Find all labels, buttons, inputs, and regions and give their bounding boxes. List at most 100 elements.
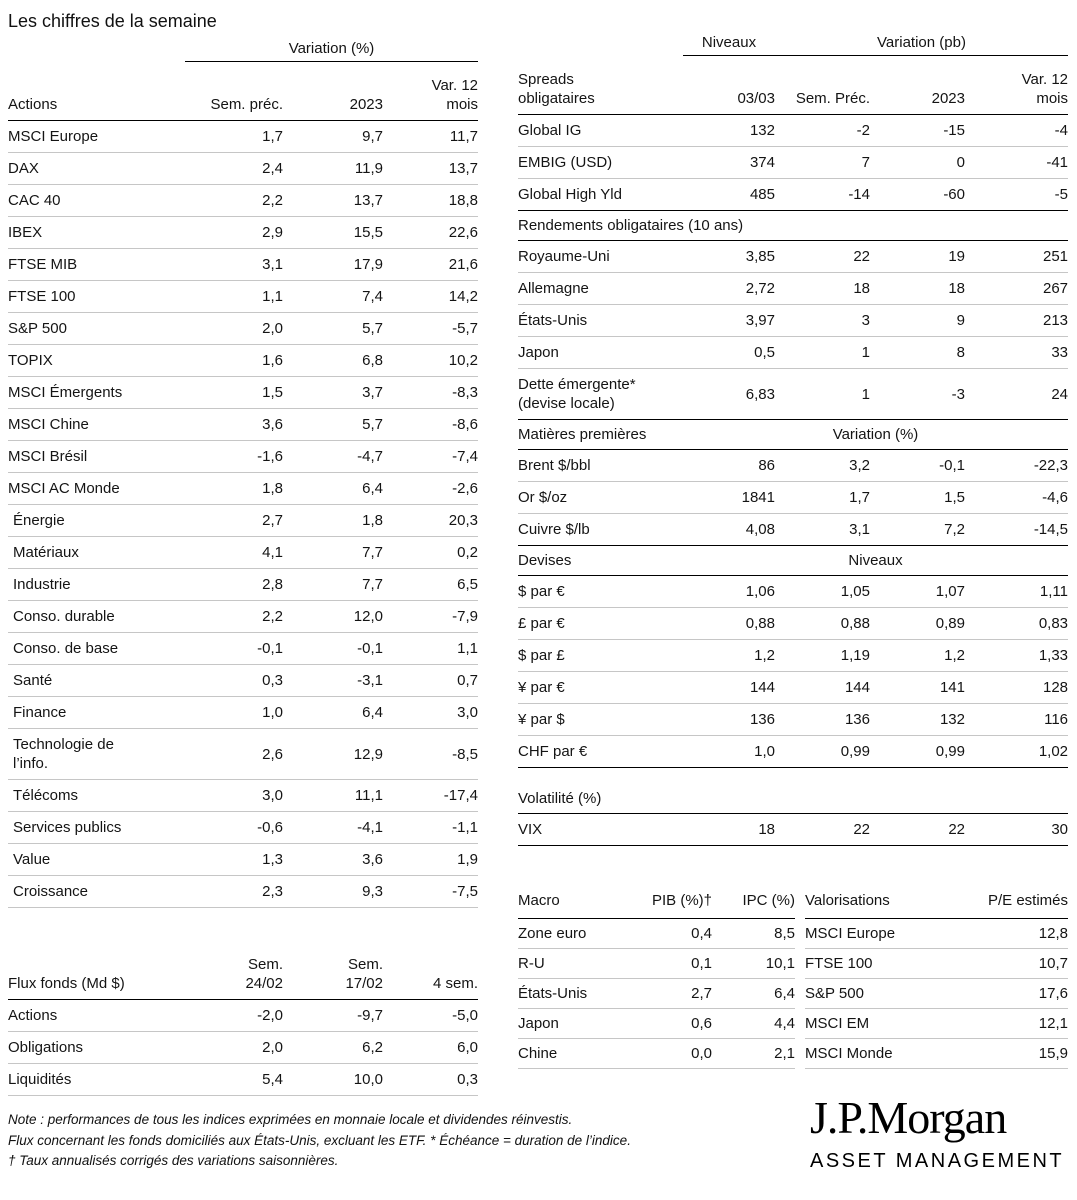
table-row: $ par £1,2 1,19 1,2 1,33 [518, 639, 1069, 672]
row-value: 22 [870, 813, 965, 846]
row-value: 7,2 [870, 513, 965, 546]
table-row: DAX 2,4 11,9 13,7 [8, 152, 478, 185]
market-table: Niveaux Variation (pb) Spreads obligatai… [518, 30, 1069, 846]
row-value: -0,1 [283, 632, 383, 665]
table-row: Or $/oz 1841 1,7 1,5 -4,6 [518, 481, 1069, 514]
row-label: Brent $/bbl [518, 449, 683, 482]
row-label: Value [8, 843, 185, 876]
fund-flows-table: Flux fonds (Md $) Sem. 24/02 Sem. 17/02 … [8, 941, 478, 1096]
table-row: Global IG 132 -2 -15 -4 [518, 114, 1069, 147]
market-group-header-row: Niveaux Variation (pb) [518, 30, 1069, 56]
row-value: 0,3 [383, 1063, 478, 1096]
table-row: Industrie 2,8 7,7 6,5 [8, 568, 478, 601]
row-value: 12,0 [283, 600, 383, 633]
actions-group-header-row: Variation (%) [8, 36, 478, 62]
row-value: 0,3 [185, 664, 283, 697]
row-value: 8,5 [712, 918, 795, 949]
row-label: FTSE MIB [8, 248, 185, 281]
row-value: 11,9 [283, 152, 383, 185]
row-value: 0,7 [383, 664, 478, 697]
row-value: 2,9 [185, 216, 283, 249]
section-title: Volatilité (%) [518, 767, 1069, 814]
row-value: -5,7 [383, 312, 478, 345]
table-row: MSCI Europe 12,8 [805, 918, 1068, 949]
row-label: DAX [8, 152, 185, 185]
row-label: Global IG [518, 114, 683, 147]
table-row: MSCI Chine 3,6 5,7 -8,6 [8, 408, 478, 441]
row-value: 1,7 [775, 481, 870, 514]
row-value: 7,7 [283, 536, 383, 569]
note-line: Flux concernant les fonds domiciliés aux… [8, 1132, 631, 1148]
row-value: 6,2 [283, 1031, 383, 1064]
flux-column-header-row: Flux fonds (Md $) Sem. 24/02 Sem. 17/02 … [8, 941, 478, 1000]
row-value: 0,0 [640, 1038, 712, 1069]
row-value: -15 [870, 114, 965, 147]
table-row: ¥ par $136 136 132 116 [518, 703, 1069, 736]
col-header-2023: 2023 [283, 61, 383, 121]
row-value: -5,0 [383, 999, 478, 1032]
row-value: 1,11 [965, 575, 1069, 608]
table-row: États-Unis 3,97 3 9 213 [518, 304, 1069, 337]
row-value: 6,4 [283, 472, 383, 505]
row-value: 1,19 [775, 639, 870, 672]
row-label: TOPIX [8, 344, 185, 377]
row-label: S&P 500 [8, 312, 185, 345]
row-value: 1,0 [683, 735, 775, 768]
row-label: Industrie [8, 568, 185, 601]
row-value: 8 [870, 336, 965, 369]
row-value: 2,2 [185, 600, 283, 633]
table-row: MSCI Monde 15,9 [805, 1038, 1068, 1069]
table-row: Conso. de base -0,1 -0,1 1,1 [8, 632, 478, 665]
row-label: MSCI Brésil [8, 440, 185, 473]
row-value: 0 [870, 146, 965, 179]
row-value: 141 [870, 671, 965, 704]
row-value: 3,1 [185, 248, 283, 281]
row-label: Japon [518, 336, 683, 369]
row-label: Conso. de base [8, 632, 185, 665]
table-row: Chine 0,0 2,1 [518, 1038, 795, 1069]
row-value: 3,0 [185, 779, 283, 812]
row-label: FTSE 100 [805, 948, 940, 979]
table-row: MSCI Émergents 1,5 3,7 -8,3 [8, 376, 478, 409]
row-value: 132 [683, 114, 775, 147]
row-value: 267 [965, 272, 1069, 305]
row-value: -4,1 [283, 811, 383, 844]
table-row: IBEX 2,9 15,5 22,6 [8, 216, 478, 249]
row-label: CAC 40 [8, 184, 185, 217]
table-row: S&P 500 2,0 5,7 -5,7 [8, 312, 478, 345]
row-value: 132 [870, 703, 965, 736]
row-value: 2,0 [185, 1031, 283, 1064]
row-value: -14,5 [965, 513, 1069, 546]
row-value: 2,1 [712, 1038, 795, 1069]
col-header-ipc: IPC (%) [712, 872, 795, 919]
table-row: Technologie de l’info. 2,6 12,9 -8,5 [8, 728, 478, 780]
row-value: 1,7 [185, 120, 283, 153]
col-header-2023: 2023 [870, 55, 965, 115]
row-label: R-U [518, 948, 640, 979]
row-value: 12,8 [940, 918, 1068, 949]
row-label: Obligations [8, 1031, 185, 1064]
row-value: -4,7 [283, 440, 383, 473]
row-value: 1,1 [383, 632, 478, 665]
table-row: Actions -2,0 -9,7 -5,0 [8, 999, 478, 1032]
row-value: 9,3 [283, 875, 383, 908]
table-row: Croissance 2,3 9,3 -7,5 [8, 875, 478, 908]
col-header-pib: PIB (%)† [640, 872, 712, 919]
row-value: 9 [870, 304, 965, 337]
row-value: -60 [870, 178, 965, 211]
table-row: Zone euro 0,4 8,5 [518, 918, 795, 949]
row-value: 1,05 [775, 575, 870, 608]
row-value: 21,6 [383, 248, 478, 281]
row-value: -8,6 [383, 408, 478, 441]
row-label: MSCI Europe [805, 918, 940, 949]
table-row: R-U 0,1 10,1 [518, 948, 795, 979]
row-label: Technologie de l’info. [8, 728, 185, 780]
row-value: 2,3 [185, 875, 283, 908]
col-header-valorisations: Valorisations [805, 872, 940, 919]
section-title: Rendements obligataires (10 ans) [518, 210, 1069, 241]
row-label: Actions [8, 999, 185, 1032]
row-value: 12,9 [283, 728, 383, 780]
row-value: 5,7 [283, 408, 383, 441]
section-subtitle: Niveaux [683, 545, 1069, 576]
row-label: Allemagne [518, 272, 683, 305]
